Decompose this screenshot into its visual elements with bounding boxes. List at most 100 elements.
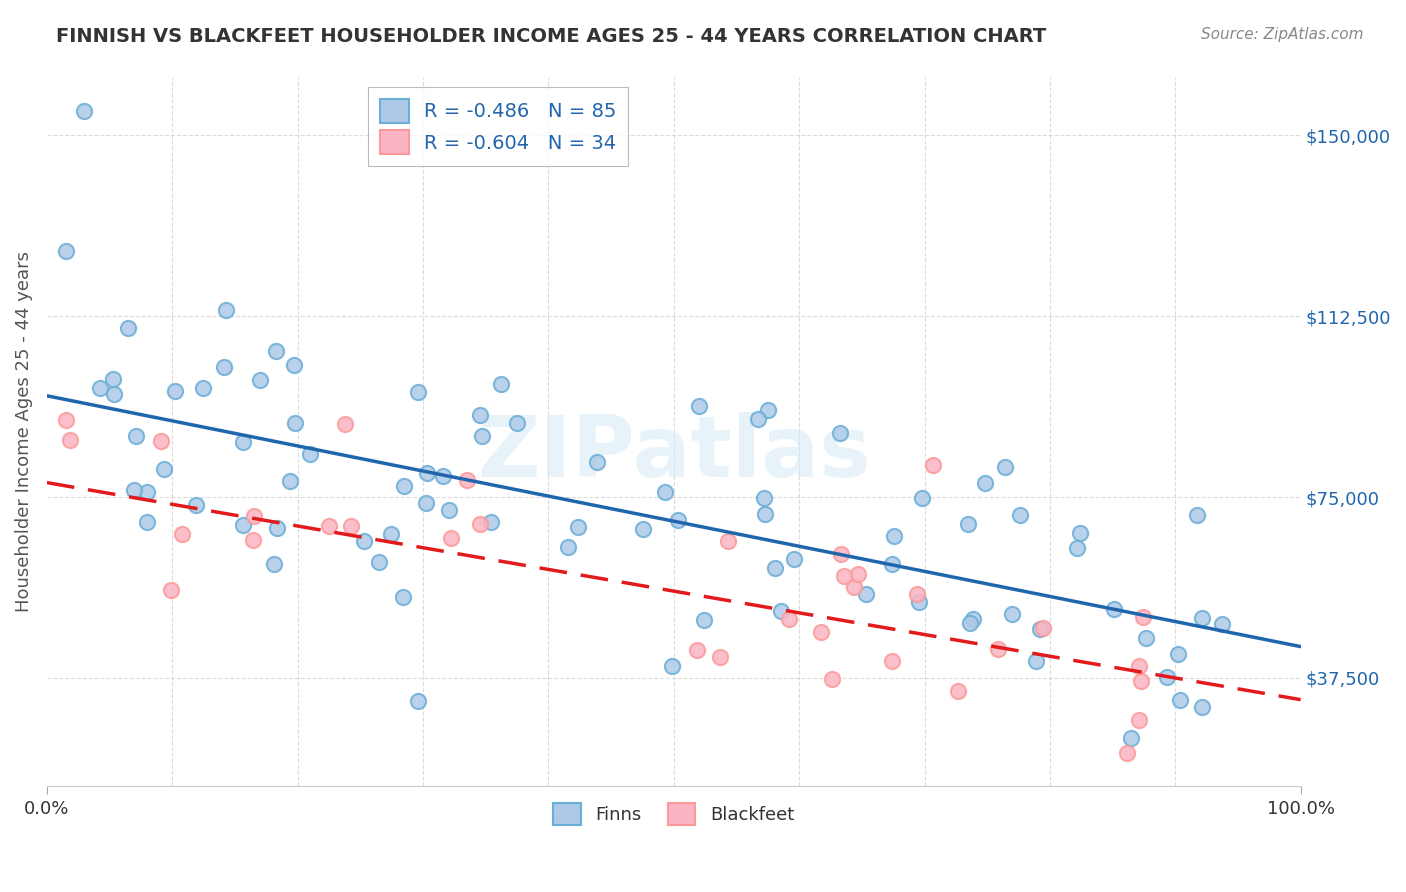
Point [333, 417, 356, 431]
Point [765, 561, 787, 575]
Point [232, 518, 254, 533]
Point [1029, 622, 1052, 636]
Point [284, 416, 307, 430]
Point [163, 384, 186, 399]
Point [654, 485, 676, 500]
Point [1132, 610, 1154, 624]
Point [232, 434, 254, 449]
Point [959, 616, 981, 631]
Point [212, 359, 235, 374]
Point [810, 624, 832, 639]
Text: ZIPatlas: ZIPatlas [477, 412, 870, 495]
Point [1116, 746, 1139, 760]
Point [59, 434, 82, 448]
Point [380, 527, 402, 541]
Point [973, 475, 995, 490]
Point [882, 557, 904, 571]
Point [479, 515, 502, 529]
Point [125, 429, 148, 443]
Point [1167, 647, 1189, 661]
Point [855, 587, 877, 601]
Point [136, 485, 159, 500]
Point [264, 344, 287, 359]
Point [1119, 731, 1142, 746]
Point [506, 417, 529, 431]
Point [55, 413, 77, 427]
Point [907, 595, 929, 609]
Point [821, 672, 844, 686]
Point [756, 403, 779, 417]
Point [688, 399, 710, 413]
Point [883, 529, 905, 543]
Text: Source: ZipAtlas.com: Source: ZipAtlas.com [1201, 27, 1364, 42]
Point [1128, 658, 1150, 673]
Point [249, 373, 271, 387]
Point [368, 555, 391, 569]
Point [1187, 508, 1209, 523]
Point [432, 468, 454, 483]
Point [1191, 611, 1213, 625]
Point [557, 540, 579, 554]
Point [489, 377, 512, 392]
Point [416, 467, 439, 481]
Point [1168, 693, 1191, 707]
Point [280, 474, 302, 488]
Point [987, 642, 1010, 657]
Point [73, 104, 96, 119]
Point [686, 642, 709, 657]
Point [842, 581, 865, 595]
Point [752, 491, 775, 505]
Point [747, 412, 769, 426]
Point [832, 569, 855, 583]
Point [717, 534, 740, 549]
Point [905, 587, 928, 601]
Point [994, 459, 1017, 474]
Point [661, 659, 683, 673]
Point [170, 527, 193, 541]
Point [468, 409, 491, 423]
Point [471, 429, 494, 443]
Point [957, 516, 980, 531]
Point [117, 320, 139, 334]
Point [783, 552, 806, 566]
Point [946, 684, 969, 698]
Point [1010, 508, 1032, 522]
Point [911, 491, 934, 506]
Point [283, 358, 305, 372]
Point [152, 462, 174, 476]
Point [586, 455, 609, 469]
Text: FINNISH VS BLACKFEET HOUSEHOLDER INCOME AGES 25 - 44 YEARS CORRELATION CHART: FINNISH VS BLACKFEET HOUSEHOLDER INCOME … [56, 27, 1046, 45]
Point [830, 547, 852, 561]
Point [392, 478, 415, 492]
Point [193, 381, 215, 395]
Point [160, 583, 183, 598]
Point [1102, 602, 1125, 616]
Point [754, 507, 776, 521]
Point [243, 508, 266, 523]
Y-axis label: Householder Income Ages 25 - 44 years: Householder Income Ages 25 - 44 years [15, 252, 32, 613]
Point [769, 604, 792, 618]
Point [567, 520, 589, 534]
Point [298, 447, 321, 461]
Point [242, 533, 264, 547]
Point [439, 503, 461, 517]
Point [149, 434, 172, 448]
Point [882, 654, 904, 668]
Point [666, 513, 689, 527]
Point [135, 515, 157, 529]
Point [339, 519, 361, 533]
Point [1032, 622, 1054, 636]
Point [778, 612, 800, 626]
Point [415, 495, 437, 509]
Point [693, 613, 716, 627]
Point [101, 372, 124, 386]
Point [184, 498, 207, 512]
Point [440, 531, 463, 545]
Point [1191, 699, 1213, 714]
Point [1128, 713, 1150, 727]
Point [631, 523, 654, 537]
Point [468, 516, 491, 531]
Point [1211, 617, 1233, 632]
Legend: Finns, Blackfeet: Finns, Blackfeet [544, 794, 803, 834]
Point [1066, 541, 1088, 555]
